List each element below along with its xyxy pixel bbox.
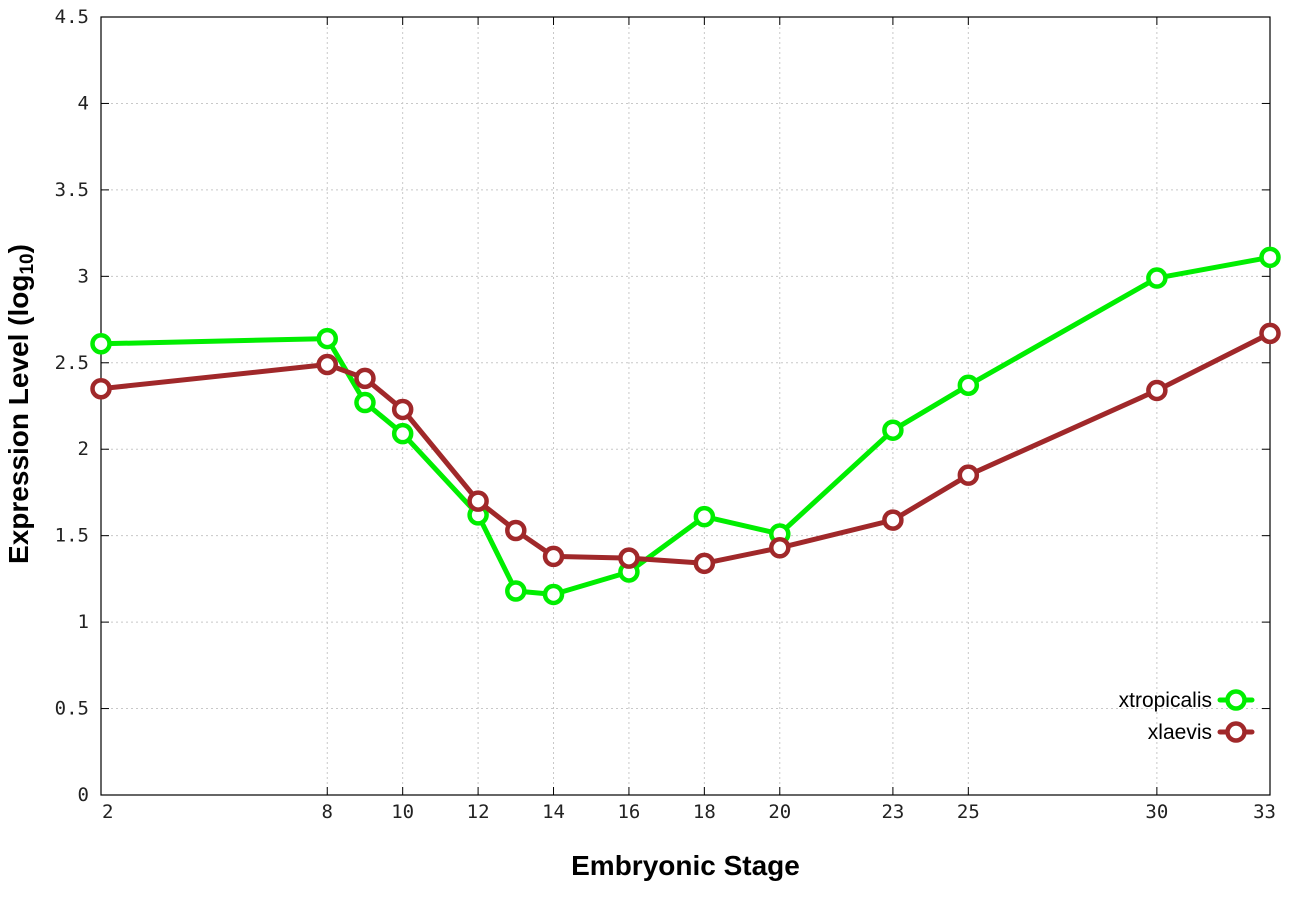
data-point-xtropicalis	[505, 580, 527, 602]
series-line-xtropicalis	[98, 254, 1273, 597]
data-point-xlaevis	[391, 398, 414, 421]
data-point-xlaevis	[693, 552, 716, 575]
x-tick-label: 8	[322, 801, 333, 823]
data-point-xtropicalis	[542, 583, 565, 606]
data-point-xlaevis	[769, 537, 791, 559]
y-tick-label: 2.5	[55, 352, 89, 374]
data-point-xtropicalis	[1146, 267, 1168, 289]
plot-frame	[100, 16, 1271, 796]
data-point-xlaevis	[1259, 322, 1281, 345]
legend-item-xtropicalis: xtropicalis	[1119, 689, 1255, 712]
legend: xtropicalis xlaevis	[1119, 689, 1255, 744]
x-axis-title: Embryonic Stage	[571, 850, 800, 881]
x-tick-label: 16	[617, 801, 640, 823]
data-point-xtropicalis	[354, 391, 376, 414]
y-tick-label: 3	[78, 265, 89, 287]
data-point-xtropicalis	[90, 333, 112, 355]
data-point-xlaevis	[316, 353, 339, 376]
series-xtropicalis	[90, 246, 1281, 606]
data-point-xlaevis	[90, 377, 112, 400]
data-point-xlaevis	[1146, 379, 1168, 402]
y-tick-label: 0	[78, 784, 89, 806]
data-point-xlaevis	[542, 545, 565, 568]
x-tick-label: 30	[1145, 801, 1168, 823]
y-tick-label: 4.5	[55, 6, 89, 28]
x-tick-label: 33	[1253, 801, 1276, 823]
data-point-xlaevis	[505, 519, 527, 542]
y-axis-title-suffix: )	[3, 244, 34, 253]
y-tick-label: 1.5	[55, 525, 89, 547]
y-tick-label: 2	[78, 438, 89, 460]
y-axis-title-main: Expression Level (log	[3, 275, 34, 564]
data-point-xlaevis	[618, 547, 640, 569]
x-tick-label: 10	[391, 801, 414, 823]
data-point-xlaevis	[467, 490, 489, 512]
legend-marker-swatch	[1225, 721, 1247, 743]
series-layer	[90, 246, 1281, 606]
y-tick-label: 1	[78, 611, 89, 633]
x-tick-label: 20	[768, 801, 791, 823]
data-point-xlaevis	[354, 367, 376, 390]
data-point-xtropicalis	[957, 374, 980, 397]
legend-item-xlaevis: xlaevis	[1148, 721, 1255, 744]
data-point-xlaevis	[957, 464, 980, 486]
x-tick-label: 25	[957, 801, 980, 823]
data-point-xtropicalis	[316, 327, 339, 350]
data-point-xtropicalis	[1259, 246, 1281, 269]
legend-label: xtropicalis	[1119, 689, 1212, 712]
data-point-xlaevis	[882, 509, 904, 531]
data-point-xtropicalis	[391, 422, 414, 445]
axis-ticks: 0 0.5 1 1.5 2 2.5 3 3.5 4 4.5 2 8 10 12 14 16 18 20 23 25 30…	[55, 6, 1276, 823]
y-axis-title-subscript: 10	[17, 253, 38, 274]
y-axis-title: Expression Level (log10)	[3, 244, 38, 564]
x-tick-label: 14	[542, 801, 565, 823]
data-point-xtropicalis	[693, 505, 716, 528]
series-xlaevis	[90, 322, 1281, 575]
x-tick-label: 2	[102, 801, 113, 823]
legend-marker-swatch	[1225, 689, 1247, 711]
x-tick-label: 18	[693, 801, 716, 823]
y-tick-label: 3.5	[55, 179, 89, 201]
x-tick-label: 12	[467, 801, 490, 823]
grid	[101, 17, 1270, 795]
legend-label: xlaevis	[1148, 721, 1212, 744]
x-tick-label: 23	[881, 801, 904, 823]
y-tick-label: 4	[78, 92, 89, 114]
y-tick-label: 0.5	[55, 698, 89, 720]
data-point-xtropicalis	[882, 419, 904, 441]
